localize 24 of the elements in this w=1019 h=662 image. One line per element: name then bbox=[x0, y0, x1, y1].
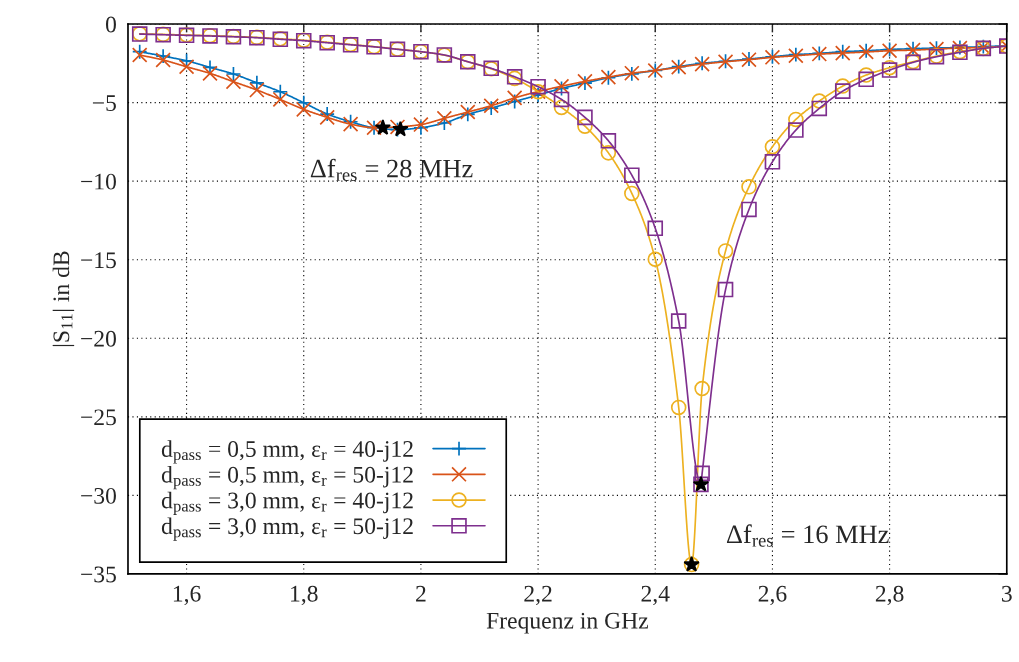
y-tick-label: −35 bbox=[81, 566, 116, 583]
y-tick-label: −15 bbox=[81, 252, 116, 269]
legend-label: d$_{pass}$ = 3,0 mm, ε$_{r}$ = 40-j12 bbox=[161, 491, 413, 515]
legend-label: d$_{pass}$ = 3,0 mm, ε$_{r}$ = 50-j12 bbox=[161, 517, 413, 541]
x-tick-label: 1,8 bbox=[291, 585, 318, 606]
annotation: Δf$_{res}$ = 28 MHz bbox=[310, 158, 473, 182]
legend-label: d$_{pass}$ = 0,5 mm, ε$_{r}$ = 50-j12 bbox=[161, 466, 413, 490]
legend-label: d$_{pass}$ = 0,5 mm, ε$_{r}$ = 40-j12 bbox=[161, 440, 413, 464]
y-tick-label: −5 bbox=[92, 95, 116, 112]
x-tick-label: 3 bbox=[1002, 585, 1012, 602]
x-axis-title: Frequenz in GHz bbox=[486, 612, 649, 634]
x-tick-label: 2 bbox=[416, 585, 426, 602]
y-axis-title: |S$_{11}$| in dB bbox=[52, 251, 75, 347]
annotation: Δf$_{res}$ = 16 MHz bbox=[726, 524, 889, 547]
y-tick-label: −20 bbox=[81, 330, 116, 347]
x-tick-label: 2,8 bbox=[875, 585, 904, 606]
y-tick-label: −10 bbox=[81, 173, 116, 190]
x-tick-label: 2,2 bbox=[524, 585, 552, 606]
y-tick-label: 0 bbox=[105, 16, 116, 33]
x-tick-label: 1,6 bbox=[173, 585, 201, 606]
x-tick-label: 2,6 bbox=[758, 585, 787, 606]
y-tick-label: −30 bbox=[81, 487, 116, 504]
y-tick-label: −25 bbox=[81, 409, 116, 426]
x-tick-label: 2,4 bbox=[641, 585, 670, 606]
